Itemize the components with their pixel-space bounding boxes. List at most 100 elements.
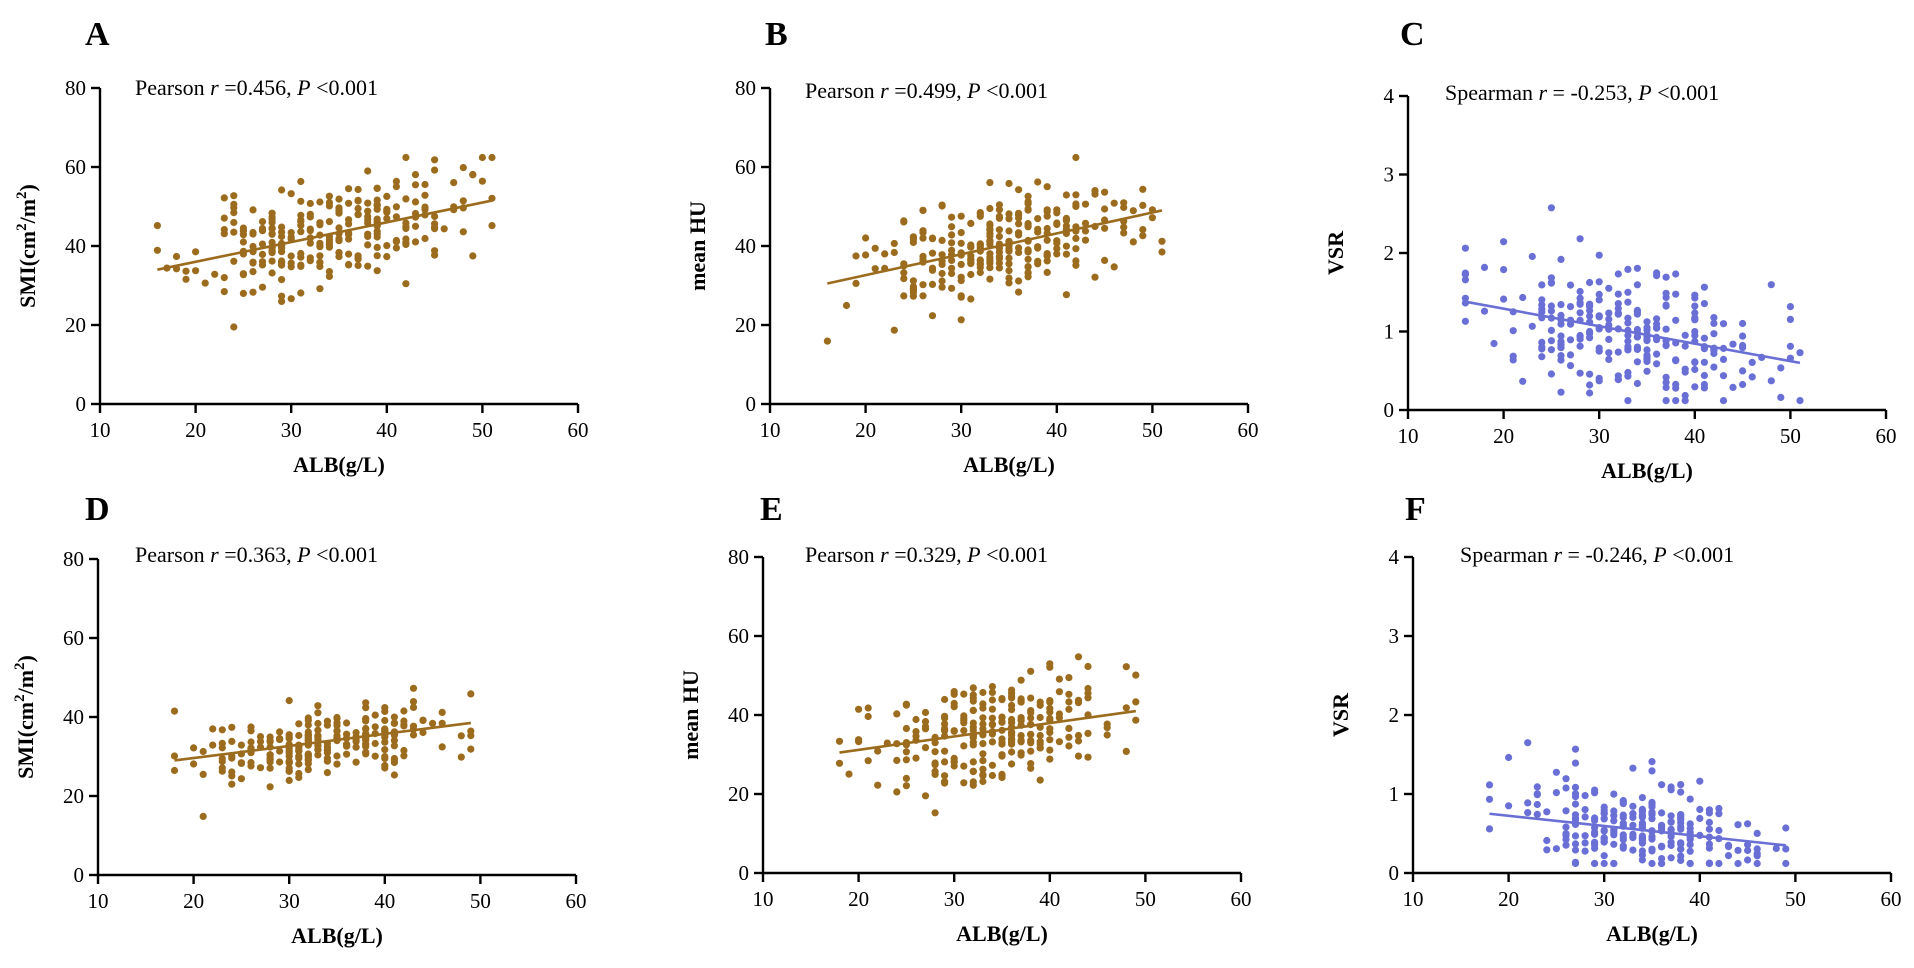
data-point (1461, 269, 1469, 277)
data-point (1053, 245, 1061, 253)
data-point (1614, 372, 1622, 380)
data-point (979, 771, 987, 779)
data-point (295, 752, 303, 760)
data-point (295, 747, 303, 755)
data-point (1643, 354, 1651, 362)
data-point (325, 238, 333, 246)
data-point (1648, 859, 1656, 868)
data-point (230, 323, 238, 331)
y-tick-label: 80 (728, 545, 749, 569)
data-point (1619, 819, 1627, 827)
data-point (1062, 191, 1070, 199)
data-point (1624, 397, 1632, 405)
y-axis-label: SMI(cm2/m2) (12, 655, 38, 779)
data-point (1667, 841, 1675, 850)
data-point (278, 276, 286, 284)
data-point (941, 695, 949, 704)
data-point (1782, 824, 1790, 832)
data-point (1586, 334, 1594, 342)
data-point (333, 752, 341, 760)
data-point (182, 267, 190, 275)
data-point (957, 273, 965, 281)
data-point (1591, 828, 1599, 836)
data-point (871, 265, 879, 273)
data-point (1610, 790, 1618, 798)
data-point (1103, 731, 1111, 739)
data-point (1715, 804, 1723, 813)
data-point (941, 772, 949, 780)
data-point (409, 684, 418, 692)
data-point (237, 775, 245, 783)
data-point (1005, 179, 1013, 188)
data-point (1591, 859, 1599, 868)
data-point (960, 690, 968, 698)
data-point (1691, 302, 1699, 310)
panel-letter: E (760, 491, 783, 528)
data-point (371, 723, 379, 731)
data-point (1024, 263, 1032, 271)
data-point (390, 742, 398, 750)
data-point (1538, 345, 1546, 353)
data-point (390, 713, 398, 721)
data-point (1600, 859, 1608, 868)
data-point (1046, 755, 1054, 763)
data-point (268, 269, 276, 277)
y-tick-label: 20 (63, 784, 84, 808)
y-tick-label: 0 (746, 392, 757, 416)
data-point (1710, 330, 1718, 338)
data-point (998, 739, 1006, 747)
data-point (902, 774, 911, 783)
data-point (1122, 663, 1130, 671)
y-tick-label: 1 (1389, 782, 1400, 806)
data-point (1586, 300, 1594, 308)
data-point (1653, 360, 1661, 368)
data-point (1053, 219, 1061, 227)
data-point (1148, 214, 1156, 222)
data-point (1586, 306, 1594, 315)
data-point (1744, 846, 1752, 855)
data-point (1062, 291, 1070, 299)
y-axis-label: VSR (1323, 230, 1348, 275)
data-point (373, 227, 381, 235)
data-point (314, 702, 322, 710)
stat-annotation: Spearman r = -0.253, P <0.001 (1445, 80, 1719, 105)
data-point (1739, 341, 1747, 350)
stat-p-label: P (966, 542, 980, 567)
data-point (893, 788, 901, 796)
data-point (1103, 724, 1111, 732)
data-point (1538, 301, 1546, 309)
data-point (921, 718, 930, 726)
data-point (1605, 355, 1613, 363)
data-point (1600, 834, 1608, 842)
data-point (278, 292, 286, 300)
y-tick-label: 80 (63, 547, 84, 571)
scatter-points (835, 653, 1140, 817)
data-point (1524, 799, 1532, 807)
data-point (1729, 340, 1737, 348)
data-point (1132, 698, 1140, 706)
data-point (979, 688, 987, 697)
data-point (333, 719, 341, 727)
data-point (1619, 813, 1627, 822)
data-point (1557, 301, 1565, 309)
data-point (998, 714, 1006, 722)
data-point (1629, 764, 1637, 772)
data-point (957, 229, 965, 237)
data-point (1700, 384, 1708, 392)
data-point (266, 764, 274, 772)
data-point (1043, 236, 1051, 244)
data-point (1767, 377, 1775, 385)
data-point (874, 781, 882, 789)
data-point (285, 752, 293, 760)
data-point (258, 258, 267, 266)
data-point (459, 228, 467, 236)
x-tick-label: 30 (279, 889, 300, 913)
data-point (1461, 244, 1469, 252)
data-point (364, 167, 372, 175)
data-point (1072, 234, 1080, 242)
data-point (852, 252, 860, 260)
data-point (902, 748, 911, 756)
data-point (1614, 270, 1622, 278)
data-point (1543, 836, 1551, 845)
